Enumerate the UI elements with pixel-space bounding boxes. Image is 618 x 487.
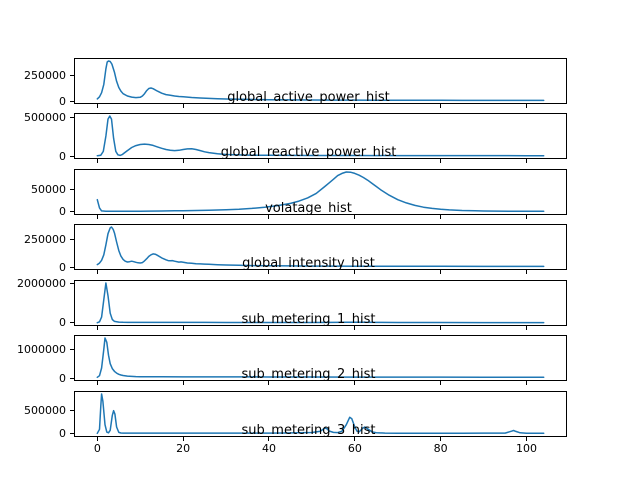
series-line-global_intensity_hist xyxy=(96,226,545,268)
y-tick-label: 0 xyxy=(59,316,66,330)
x-tick-mark xyxy=(268,325,270,330)
x-tick-mark xyxy=(440,214,442,219)
x-tick-mark xyxy=(526,104,527,108)
x-tick-mark xyxy=(96,381,98,386)
x-tick-mark xyxy=(354,325,356,330)
y-tick-mark xyxy=(70,74,74,76)
x-tick-mark xyxy=(526,436,527,441)
x-tick-mark xyxy=(440,381,442,386)
y-tick-mark xyxy=(70,188,74,190)
y-tick-mark xyxy=(70,322,74,324)
x-tick-mark xyxy=(182,214,184,219)
x-tick-mark xyxy=(268,214,270,219)
x-tick-mark xyxy=(354,436,356,441)
y-tick-mark xyxy=(70,377,74,379)
x-tick-mark xyxy=(354,214,356,219)
x-tick-mark xyxy=(182,159,184,164)
subplot-global_reactive_power_hist: global_reactive_power_hist xyxy=(74,113,567,160)
x-tick-mark xyxy=(526,325,527,330)
y-tick-label: 0 xyxy=(59,149,66,163)
x-tick-mark xyxy=(440,104,442,108)
plot-canvas xyxy=(96,115,545,157)
x-tick-label: 20 xyxy=(176,441,191,455)
x-tick-mark xyxy=(182,436,184,441)
subplot-global_active_power_hist: global_active_power_hist xyxy=(74,58,567,105)
x-tick-mark xyxy=(268,104,270,108)
x-tick-mark xyxy=(440,270,442,275)
y-tick-mark xyxy=(70,283,74,285)
x-tick-mark xyxy=(182,325,184,330)
y-tick-label: 500000 xyxy=(24,403,66,417)
x-tick-label: 100 xyxy=(516,441,537,455)
subplot-sub_metering_2_hist: sub_metering_2_hist xyxy=(74,335,567,382)
series-line-global_reactive_power_hist xyxy=(96,115,545,157)
y-tick-label: 50000 xyxy=(31,182,66,196)
x-tick-mark xyxy=(96,325,98,330)
plot-canvas xyxy=(96,392,545,434)
y-tick-mark xyxy=(70,100,74,102)
x-tick-mark xyxy=(440,436,442,441)
x-tick-mark xyxy=(96,104,98,108)
y-tick-label: 0 xyxy=(59,94,66,108)
y-tick-label: 500000 xyxy=(24,111,66,125)
x-tick-mark xyxy=(354,270,356,275)
y-tick-mark xyxy=(70,239,74,241)
series-line-volatage_hist xyxy=(96,171,545,212)
series-line-sub_metering_2_hist xyxy=(96,337,545,379)
y-tick-label: 2000000 xyxy=(17,277,66,291)
x-tick-mark xyxy=(440,325,442,330)
x-tick-label: 40 xyxy=(261,441,276,455)
x-tick-mark xyxy=(526,159,527,164)
x-tick-mark xyxy=(526,381,527,386)
series-line-sub_metering_1_hist xyxy=(96,282,545,324)
y-tick-mark xyxy=(70,433,74,435)
y-tick-label: 0 xyxy=(59,427,66,441)
y-tick-label: 0 xyxy=(59,260,66,274)
y-tick-mark xyxy=(70,409,74,411)
y-tick-label: 1000000 xyxy=(17,343,66,357)
x-tick-mark xyxy=(268,270,270,275)
x-tick-mark xyxy=(96,159,98,164)
x-tick-mark xyxy=(526,270,527,275)
plot-canvas xyxy=(96,337,545,379)
subplot-sub_metering_1_hist: sub_metering_1_hist xyxy=(74,279,567,327)
x-tick-mark xyxy=(268,159,270,164)
subplot-volatage_hist: volatage_hist xyxy=(74,168,567,216)
y-tick-mark xyxy=(70,266,74,268)
x-tick-label: 0 xyxy=(93,441,101,455)
y-tick-mark xyxy=(70,211,74,213)
x-tick-mark xyxy=(268,381,270,386)
y-tick-label: 250000 xyxy=(24,68,66,82)
y-tick-mark xyxy=(70,117,74,119)
subplot-global_intensity_hist: global_intensity_hist xyxy=(74,224,567,271)
plot-canvas xyxy=(96,282,545,324)
y-tick-label: 0 xyxy=(59,205,66,219)
x-tick-mark xyxy=(354,159,356,164)
plot-canvas xyxy=(96,60,545,102)
x-tick-label: 80 xyxy=(433,441,448,455)
y-tick-label: 250000 xyxy=(24,233,66,247)
x-tick-mark xyxy=(182,381,184,386)
plot-canvas xyxy=(96,171,545,212)
y-tick-label: 0 xyxy=(59,371,66,385)
series-line-global_active_power_hist xyxy=(96,60,545,102)
x-tick-mark xyxy=(440,159,442,164)
y-tick-mark xyxy=(70,155,74,157)
subplot-sub_metering_3_hist: sub_metering_3_hist xyxy=(74,390,567,438)
x-tick-mark xyxy=(96,270,98,275)
x-tick-mark xyxy=(526,214,527,219)
x-tick-mark xyxy=(182,270,184,275)
x-tick-mark xyxy=(268,436,270,441)
plot-canvas xyxy=(96,226,545,268)
x-tick-mark xyxy=(354,104,356,108)
x-tick-mark xyxy=(182,104,184,108)
x-tick-mark xyxy=(96,214,98,219)
x-tick-mark xyxy=(96,436,98,441)
x-tick-mark xyxy=(354,381,356,386)
y-tick-mark xyxy=(70,349,74,351)
series-line-sub_metering_3_hist xyxy=(96,392,545,434)
x-tick-label: 60 xyxy=(347,441,362,455)
